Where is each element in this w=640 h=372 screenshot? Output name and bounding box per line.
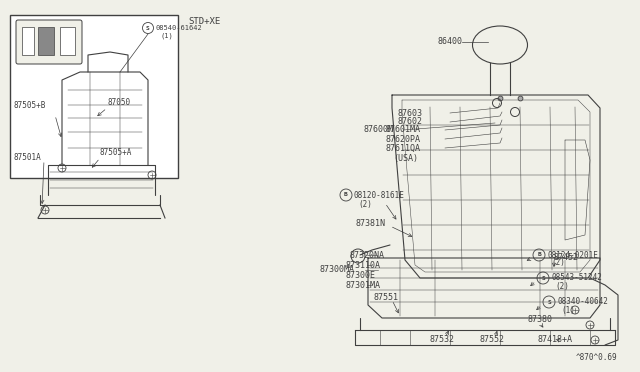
Text: 87501A: 87501A: [14, 153, 42, 162]
Bar: [60, 27, 75, 55]
Text: B: B: [537, 253, 541, 257]
Text: 87452: 87452: [554, 253, 579, 262]
Text: (USA): (USA): [393, 154, 418, 163]
Text: 87532: 87532: [430, 336, 455, 344]
Text: 87603: 87603: [397, 109, 422, 118]
Text: 87601MA: 87601MA: [385, 125, 420, 135]
Text: 87381N: 87381N: [356, 218, 386, 228]
Text: 87050: 87050: [108, 98, 131, 107]
Bar: [22, 27, 34, 55]
Text: 87301MA: 87301MA: [345, 280, 380, 289]
Text: (2): (2): [551, 259, 565, 267]
Text: (2): (2): [555, 282, 569, 291]
Text: 87602: 87602: [397, 118, 422, 126]
Text: 87620PA: 87620PA: [385, 135, 420, 144]
Text: 86400: 86400: [438, 38, 463, 46]
Text: (1): (1): [561, 305, 575, 314]
Text: 87380: 87380: [528, 315, 553, 324]
Bar: [38, 27, 54, 55]
Text: 87505+A: 87505+A: [100, 148, 132, 157]
Text: S: S: [541, 276, 545, 280]
Text: 87611QA: 87611QA: [385, 144, 420, 153]
Text: 08340-40642: 08340-40642: [557, 298, 608, 307]
Text: S: S: [146, 26, 150, 31]
Text: B: B: [344, 192, 348, 198]
Text: 87505+B: 87505+B: [14, 101, 46, 110]
Text: (2): (2): [358, 199, 372, 208]
FancyBboxPatch shape: [16, 20, 82, 64]
Text: 08120-8161E: 08120-8161E: [354, 190, 405, 199]
Text: 08124-0201E: 08124-0201E: [547, 250, 598, 260]
Text: S: S: [547, 299, 551, 305]
Text: 87552: 87552: [480, 336, 505, 344]
Text: 08543-51242: 08543-51242: [551, 273, 602, 282]
Text: 87300MA: 87300MA: [320, 266, 355, 275]
Text: 87600M: 87600M: [363, 125, 393, 135]
Text: 87320NA: 87320NA: [350, 250, 385, 260]
Text: 87418+A: 87418+A: [538, 336, 573, 344]
Text: (1): (1): [160, 33, 173, 39]
Text: 87300E: 87300E: [345, 270, 375, 279]
Bar: [10, 15, 178, 178]
Text: 08540-61642: 08540-61642: [156, 25, 203, 31]
Text: 873110A: 873110A: [345, 260, 380, 269]
Text: 87551: 87551: [374, 294, 399, 302]
Text: ^870^0.69: ^870^0.69: [575, 353, 617, 362]
Text: STD+XE: STD+XE: [188, 17, 220, 26]
